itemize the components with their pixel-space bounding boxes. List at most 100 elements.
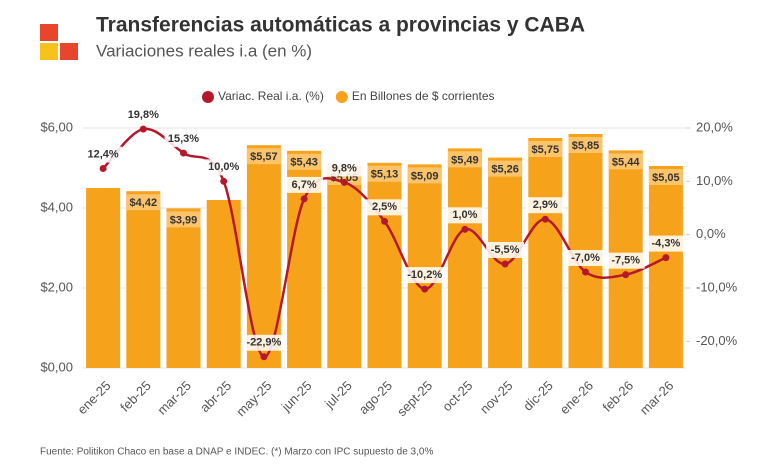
- value-label-bg: [566, 250, 605, 266]
- line-point: [541, 215, 549, 223]
- value-label: 2,9%: [533, 199, 558, 211]
- legend-marker: [335, 91, 348, 103]
- legend-label: En Billones de $ corrientes: [352, 89, 495, 103]
- bar: [367, 162, 402, 368]
- bar: [447, 148, 482, 368]
- logo: [40, 24, 58, 41]
- legend-marker: [202, 91, 214, 103]
- line-point: [300, 195, 308, 203]
- value-label-bg: [244, 334, 283, 351]
- x-tick-label: ago-25: [356, 378, 395, 417]
- value-label-bg: [407, 167, 442, 184]
- value-label-bg: [365, 199, 404, 216]
- x-tick-label: ene-26: [557, 378, 596, 417]
- y-tick-label: $4,00: [40, 199, 73, 214]
- value-label-bg: [246, 148, 281, 165]
- x-tick-label: jul-25: [321, 378, 355, 412]
- value-label: -5,5%: [491, 244, 520, 256]
- value-label: $5,44: [612, 156, 640, 168]
- line-point: [461, 225, 469, 233]
- value-label-bg: [646, 235, 685, 252]
- value-label: $5,57: [250, 151, 278, 163]
- value-label: $5,09: [411, 170, 439, 182]
- value-label: 9,8%: [332, 162, 357, 174]
- x-tick-label: jun-25: [278, 378, 315, 415]
- y2-tick-label: 20,0%: [696, 119, 733, 134]
- x-tick-label: abr-25: [197, 378, 234, 415]
- value-label: 2,5%: [372, 201, 397, 213]
- y-tick-label: $0,00: [40, 359, 73, 374]
- x-tick-label: mar-25: [154, 378, 194, 418]
- value-label: 15,3%: [168, 133, 199, 145]
- line-point: [582, 268, 589, 276]
- value-label: 1,0%: [452, 209, 477, 221]
- value-label-bg: [124, 107, 163, 124]
- value-label-bg: [606, 252, 645, 269]
- value-label-bg: [204, 159, 243, 176]
- value-label: 19,8%: [128, 109, 159, 121]
- value-label-bg: [488, 160, 523, 177]
- value-label-bg: [608, 153, 643, 170]
- y-tick-label: $2,00: [40, 279, 73, 294]
- value-label: $4,42: [130, 197, 158, 209]
- value-label: $3,99: [170, 214, 198, 226]
- bar: [206, 200, 241, 368]
- line-point: [340, 178, 348, 186]
- value-label-bg: [568, 137, 603, 153]
- value-label-bg: [367, 165, 402, 182]
- legend-label: Variac. Real i.a. (%): [218, 89, 324, 103]
- value-label: -10,2%: [407, 269, 442, 281]
- value-label: $5,85: [572, 140, 600, 152]
- line-point: [180, 149, 187, 157]
- value-label-bg: [447, 151, 482, 168]
- bar: [166, 208, 201, 368]
- line-point: [99, 165, 107, 173]
- source: Fuente: Politikon Chaco en base a DNAP e…: [40, 447, 433, 458]
- y2-tick-label: 10,0%: [696, 173, 733, 188]
- value-label: -4,3%: [652, 238, 681, 250]
- x-tick-label: mar-26: [637, 378, 677, 418]
- line-point: [260, 353, 268, 361]
- x-tick-label: dic-25: [520, 378, 556, 414]
- value-label-bg: [526, 197, 565, 214]
- bar: [327, 166, 362, 368]
- y2-tick-label: 0,0%: [696, 226, 726, 241]
- value-label: $5,26: [491, 164, 519, 176]
- bar: [86, 188, 121, 368]
- value-label-bg: [445, 207, 484, 224]
- value-label-bg: [486, 242, 525, 258]
- chart-subtitle: Variaciones reales i.a (en %): [96, 41, 312, 60]
- value-label: -22,9%: [246, 337, 281, 349]
- line-point: [139, 125, 147, 133]
- value-label: $5,13: [371, 169, 399, 181]
- value-label: 12,4%: [87, 148, 118, 160]
- value-label: 6,7%: [292, 179, 317, 191]
- bar: [648, 166, 683, 368]
- x-tick-label: oct-25: [439, 378, 475, 414]
- y2-tick-label: -10,0%: [696, 279, 738, 294]
- value-label-bg: [84, 146, 123, 163]
- logo: [40, 43, 58, 60]
- bar: [407, 164, 442, 368]
- x-tick-label: feb-25: [117, 378, 154, 415]
- x-tick-label: may-25: [233, 378, 274, 419]
- value-label-bg: [164, 131, 203, 148]
- x-tick-label: sept-25: [394, 378, 435, 419]
- value-label: $5,43: [290, 157, 318, 169]
- bar: [126, 191, 161, 368]
- value-label: $5,49: [451, 154, 479, 166]
- x-tick-label: feb-26: [600, 378, 637, 415]
- line-point: [662, 254, 670, 262]
- line-point: [381, 217, 388, 225]
- value-label-bg: [166, 211, 201, 228]
- value-label-bg: [287, 153, 322, 170]
- logo: [60, 43, 78, 60]
- x-tick-label: nov-25: [477, 378, 516, 417]
- value-label-bg: [126, 194, 161, 211]
- value-label: -7,5%: [611, 255, 640, 267]
- value-label: $5,05: [652, 172, 680, 184]
- x-tick-label: ene-25: [74, 378, 113, 417]
- value-label-bg: [325, 160, 364, 177]
- line-point: [501, 260, 509, 268]
